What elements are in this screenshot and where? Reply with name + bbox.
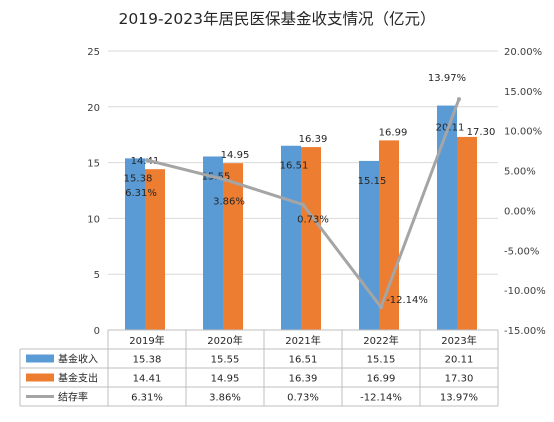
x-tick-label: 2022年: [363, 334, 398, 347]
table-cell-value: 13.97%: [440, 393, 478, 404]
chart-title: 2019-2023年居民医保基金收支情况（亿元）: [119, 10, 436, 28]
x-tick-label: 2020年: [207, 334, 242, 347]
point-balance-rate: [145, 158, 149, 163]
bar-expense: [145, 169, 165, 330]
y2-tick-label: 5.00%: [504, 167, 536, 178]
table-cell-value: 3.86%: [209, 393, 241, 404]
bar-income: [437, 105, 457, 330]
bar-expense: [457, 136, 477, 330]
x-tick-label: 2019年: [129, 334, 164, 347]
y2-tick-label: 20.00%: [504, 47, 542, 58]
y-tick-label: 10: [87, 214, 100, 225]
bar-income: [281, 145, 301, 330]
data-label-income: 16.51: [280, 161, 309, 172]
legend-key-income: [26, 354, 54, 363]
data-label-expense: 16.39: [299, 134, 328, 145]
data-label-expense: 17.30: [467, 127, 496, 138]
data-label-expense: 16.99: [379, 127, 408, 138]
table-cell-value: 16.51: [289, 355, 318, 366]
y-tick-label: 20: [87, 103, 100, 114]
y2-tick-label: 0.00%: [504, 206, 536, 217]
y2-tick-label: -10.00%: [504, 286, 546, 297]
table-cell-value: 0.73%: [287, 393, 319, 404]
legend-key-expense: [26, 373, 54, 382]
data-label-expense: 14.95: [221, 150, 250, 161]
legend-label: 结存率: [58, 391, 88, 404]
table-cell-value: -12.14%: [360, 393, 402, 404]
data-label-balance-rate: -12.14%: [386, 295, 428, 306]
y-tick-label: 25: [87, 47, 100, 58]
table-cell-value: 15.15: [367, 355, 396, 366]
table-cell-value: 17.30: [445, 374, 474, 385]
bar-expense: [301, 147, 321, 330]
y-tick-label: 5: [94, 270, 100, 281]
data-label-income: 15.38: [124, 173, 153, 184]
data-label-balance-rate: 3.86%: [213, 197, 245, 208]
table-cell-value: 6.31%: [131, 393, 163, 404]
table-cell-value: 15.55: [211, 355, 240, 366]
y-tick-label: 15: [87, 159, 100, 170]
y-tick-label: 0: [94, 326, 100, 337]
table-cell-value: 16.99: [367, 374, 396, 385]
bar-income: [125, 158, 145, 330]
data-label-income: 15.15: [358, 176, 387, 187]
y2-tick-label: 10.00%: [504, 127, 542, 138]
data-label-balance-rate: 0.73%: [297, 215, 329, 226]
data-label-balance-rate: 6.31%: [125, 188, 157, 199]
y2-tick-label: 15.00%: [504, 87, 542, 98]
bar-income: [203, 156, 223, 330]
point-balance-rate: [301, 202, 305, 207]
table-cell-value: 20.11: [445, 355, 474, 366]
data-label-expense: 14.41: [131, 156, 160, 167]
table-cell-value: 15.38: [133, 355, 162, 366]
y2-tick-label: -5.00%: [504, 246, 539, 257]
legend-label: 基金收入: [58, 353, 98, 366]
y2-tick-label: -15.00%: [504, 326, 546, 337]
point-balance-rate: [457, 97, 461, 102]
point-balance-rate: [379, 305, 383, 310]
table-cell-value: 14.95: [211, 374, 240, 385]
table-cell-value: 16.39: [289, 374, 318, 385]
x-tick-label: 2023年: [441, 334, 476, 347]
point-balance-rate: [223, 177, 227, 182]
bar-expense: [223, 163, 243, 330]
data-label-income: 20.11: [436, 123, 465, 134]
table-cell-value: 14.41: [133, 374, 162, 385]
legend-label: 基金支出: [58, 372, 98, 385]
bar-expense: [379, 140, 399, 330]
x-tick-label: 2021年: [285, 334, 320, 347]
bar-income: [359, 160, 379, 330]
data-label-balance-rate: 13.97%: [428, 73, 466, 84]
